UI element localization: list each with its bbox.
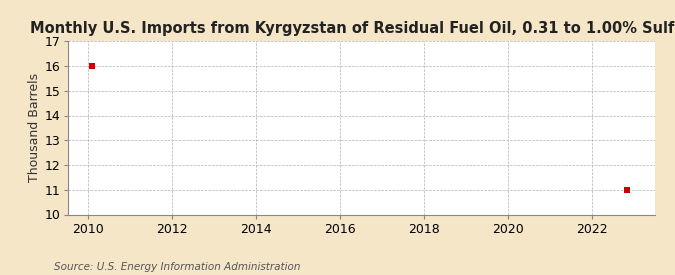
Title: Monthly U.S. Imports from Kyrgyzstan of Residual Fuel Oil, 0.31 to 1.00% Sulfur: Monthly U.S. Imports from Kyrgyzstan of … [30, 21, 675, 36]
Y-axis label: Thousand Barrels: Thousand Barrels [28, 73, 40, 182]
Text: Source: U.S. Energy Information Administration: Source: U.S. Energy Information Administ… [54, 262, 300, 272]
Point [86, 64, 97, 68]
Point [621, 188, 632, 192]
